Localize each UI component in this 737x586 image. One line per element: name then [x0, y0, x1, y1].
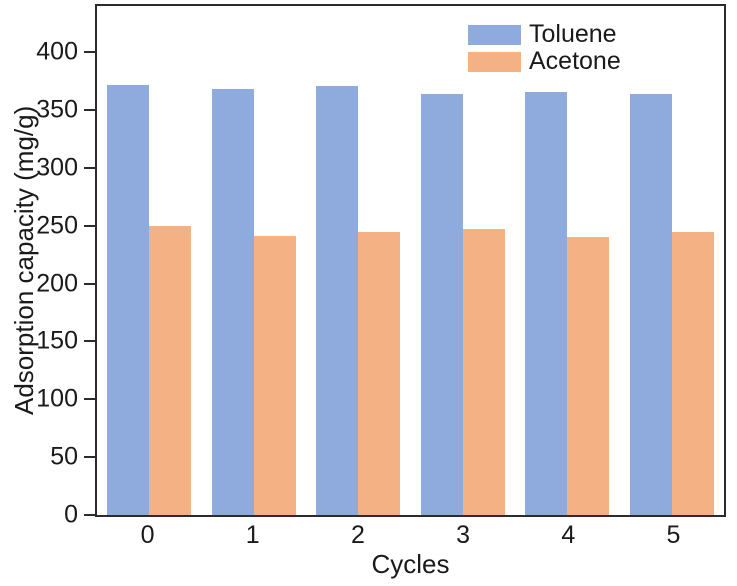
bar-acetone-cycle-4 — [567, 237, 610, 515]
y-tick-mark-50 — [84, 456, 95, 459]
bar-toluene-cycle-0 — [107, 84, 150, 515]
y-tick-mark-250 — [84, 224, 95, 227]
legend-entry-acetone: Acetone — [468, 48, 621, 75]
legend-swatch-acetone — [468, 51, 521, 72]
y-tick-mark-200 — [84, 282, 95, 285]
x-axis-tick-labels: 0 1 2 3 4 5 — [95, 523, 726, 548]
bar-group-4 — [515, 6, 620, 515]
bar-acetone-cycle-3 — [462, 229, 505, 515]
y-tick-mark-350 — [84, 109, 95, 112]
x-tick-label-0: 0 — [140, 521, 155, 549]
y-tick-mark-300 — [84, 166, 95, 169]
y-tick-label-200: 200 — [36, 269, 78, 298]
y-tick-label-50: 50 — [50, 442, 78, 471]
legend-label-acetone: Acetone — [529, 47, 621, 75]
bar-group-5 — [620, 6, 725, 515]
y-tick-label-0: 0 — [64, 500, 78, 529]
legend-entry-toluene: Toluene — [468, 21, 621, 48]
y-tick-label-350: 350 — [36, 95, 78, 124]
x-tick-label-4: 4 — [561, 521, 576, 549]
bar-acetone-cycle-1 — [253, 236, 296, 515]
y-tick-label-300: 300 — [36, 153, 78, 182]
bar-toluene-cycle-2 — [316, 85, 359, 515]
x-axis-label: Cycles — [371, 549, 450, 579]
bar-group-2 — [306, 6, 411, 515]
bar-toluene-cycle-3 — [420, 93, 463, 515]
x-tick-label-3: 3 — [456, 521, 471, 549]
bar-acetone-cycle-0 — [149, 225, 192, 515]
y-tick-mark-100 — [84, 398, 95, 401]
bars-container — [97, 6, 724, 515]
bar-group-0 — [97, 6, 202, 515]
bar-toluene-cycle-4 — [525, 91, 568, 515]
plot-area: 0 50 100 150 200 250 300 350 400 Toluene Acetone — [36, 4, 726, 527]
y-tick-label-250: 250 — [36, 211, 78, 240]
bar-acetone-cycle-2 — [358, 231, 401, 515]
y-tick-mark-150 — [84, 340, 95, 343]
x-tick-label-1: 1 — [245, 521, 260, 549]
legend: Toluene Acetone — [468, 21, 621, 75]
bar-toluene-cycle-1 — [211, 89, 254, 515]
bar-toluene-cycle-5 — [629, 93, 672, 515]
x-tick-label-2: 2 — [350, 521, 365, 549]
x-tick-label-5: 5 — [666, 521, 681, 549]
y-tick-mark-0 — [84, 514, 95, 516]
legend-label-toluene: Toluene — [529, 20, 617, 48]
y-tick-mark-400 — [84, 51, 95, 54]
y-tick-label-400: 400 — [36, 37, 78, 66]
y-axis-label: Adsorption capacity (mg/g) — [9, 105, 39, 416]
y-tick-label-100: 100 — [36, 384, 78, 413]
y-tick-label-150: 150 — [36, 326, 78, 355]
bar-acetone-cycle-5 — [671, 231, 714, 515]
legend-swatch-toluene — [468, 24, 521, 45]
bar-group-3 — [411, 6, 516, 515]
bar-group-1 — [202, 6, 307, 515]
y-axis-ticks: 0 50 100 150 200 250 300 350 400 — [36, 6, 724, 527]
